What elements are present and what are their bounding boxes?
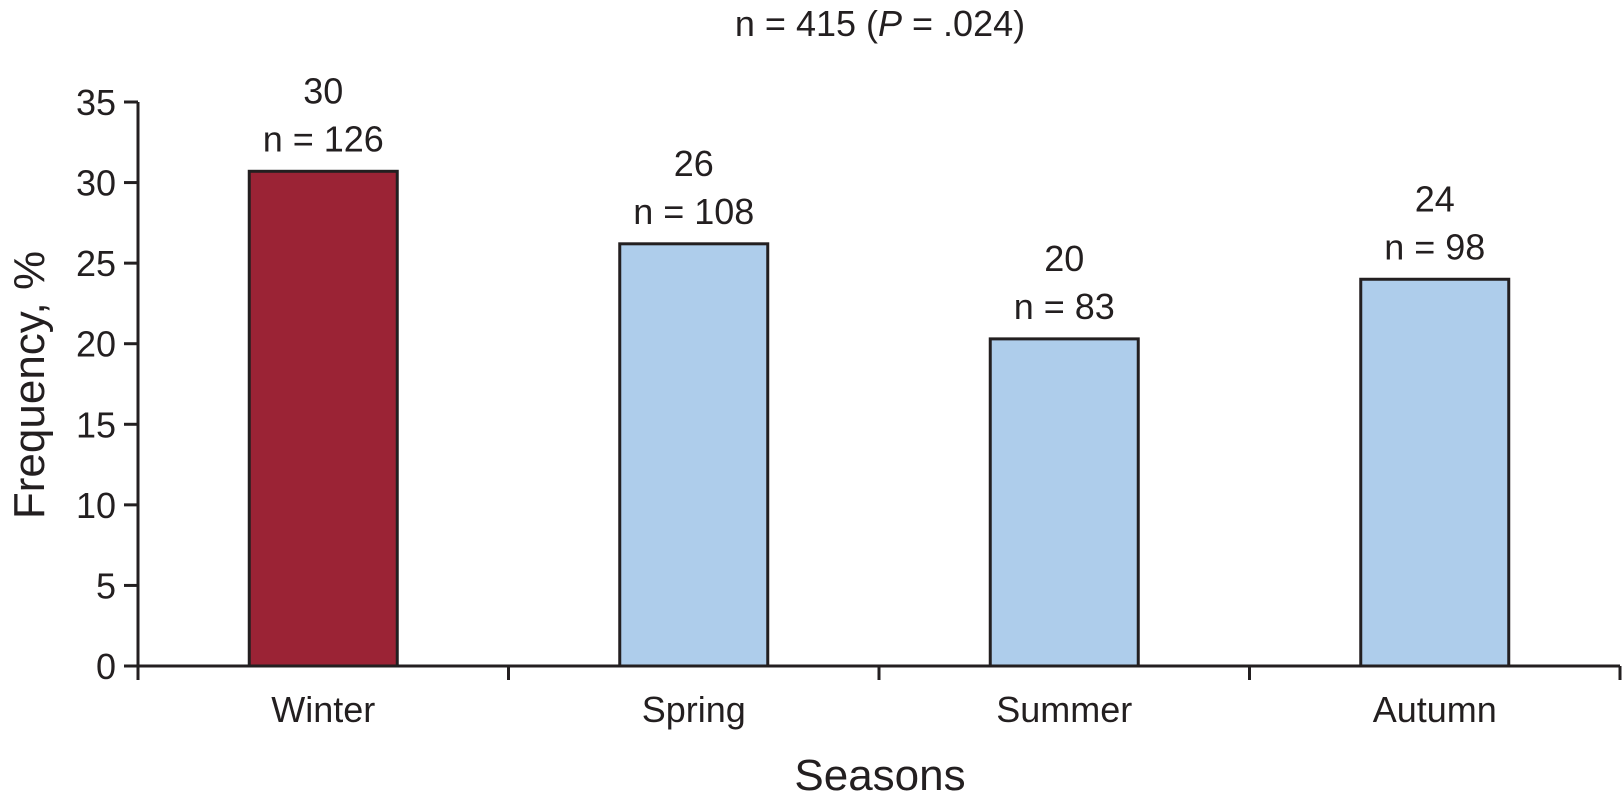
y-tick-label: 15 xyxy=(76,404,116,445)
y-tick-label: 5 xyxy=(96,565,116,606)
chart-title: n = 415 (P = .024) xyxy=(735,3,1025,44)
bar-winter xyxy=(247,169,399,668)
y-tick-label: 30 xyxy=(76,163,116,204)
bar-value-label: 20 xyxy=(1044,238,1084,279)
bar-value-label: 24 xyxy=(1415,178,1455,219)
bar-value-label: 26 xyxy=(674,143,714,184)
x-tick-label: Winter xyxy=(271,689,375,730)
bar-n-label: n = 83 xyxy=(1014,286,1115,327)
bar-spring xyxy=(618,242,770,668)
bar-n-label: n = 126 xyxy=(263,118,384,159)
y-tick-label: 20 xyxy=(76,324,116,365)
y-axis-title: Frequency, % xyxy=(5,251,54,519)
bar-n-label: n = 108 xyxy=(633,191,754,232)
x-tick-label: Spring xyxy=(642,689,746,730)
y-tick-label: 10 xyxy=(76,485,116,526)
bar-value-label: 30 xyxy=(303,70,343,111)
y-tick-label: 25 xyxy=(76,243,116,284)
y-tick-label: 35 xyxy=(76,82,116,123)
x-tick-label: Autumn xyxy=(1373,689,1497,730)
x-axis-title: Seasons xyxy=(794,751,965,800)
x-tick-label: Summer xyxy=(996,689,1132,730)
bar-summer xyxy=(988,337,1140,668)
bar-n-label: n = 98 xyxy=(1384,226,1485,267)
plot-area: 0 5 10 15 20 25 30 35 30 n = 126 Winter 26 n = 108 Sp… xyxy=(76,70,1622,730)
bar-autumn xyxy=(1359,277,1511,668)
y-tick-label: 0 xyxy=(96,646,116,687)
